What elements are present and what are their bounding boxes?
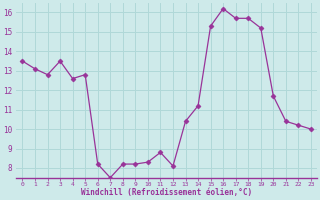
X-axis label: Windchill (Refroidissement éolien,°C): Windchill (Refroidissement éolien,°C) — [81, 188, 252, 197]
